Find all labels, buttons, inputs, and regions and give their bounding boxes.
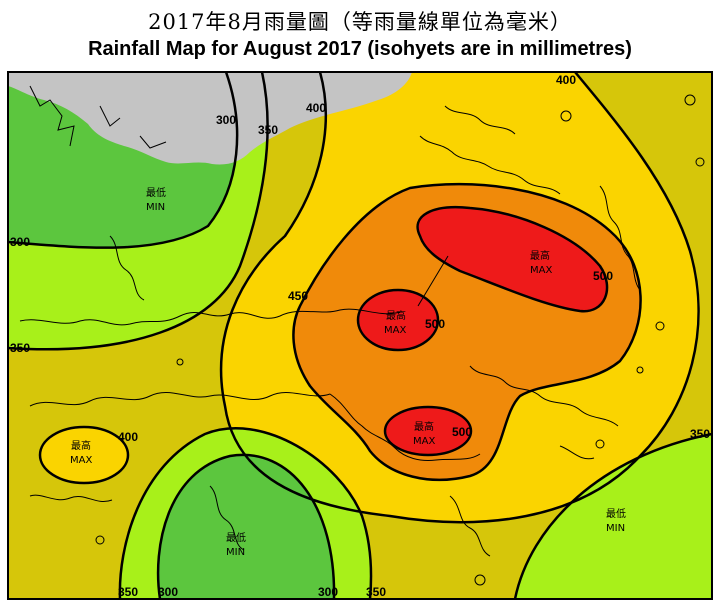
isohyet-lines	[8, 72, 712, 599]
zone-s-max-en: MAX	[413, 436, 435, 447]
band-gt-500-northeast	[417, 207, 608, 312]
zone-se-min-en: MIN	[606, 523, 625, 534]
label-bottom-300-a: 300	[158, 585, 178, 599]
zone-s-min-zh: 最低	[226, 531, 246, 544]
band-gt-500-central	[358, 290, 438, 350]
label-nw-350: 350	[258, 123, 278, 137]
label-s-500: 500	[452, 425, 472, 439]
label-ne-500: 500	[593, 269, 613, 283]
mainland-grey-area	[8, 72, 412, 165]
label-w-350: 350	[10, 341, 30, 355]
label-bottom-300-b: 300	[318, 585, 338, 599]
header: 2017年8月雨量圖（等雨量線單位為毫米） Rainfall Map for A…	[0, 0, 720, 66]
label-ne-400: 400	[556, 73, 576, 87]
zone-s-max-zh: 最高	[414, 420, 434, 433]
title-chinese: 2017年8月雨量圖（等雨量線單位為毫米）	[148, 10, 572, 34]
rainfall-map: 300 350 400 400 300 350 450 500 500 500 …	[7, 71, 713, 600]
label-nw-300: 300	[216, 113, 236, 127]
band-400-450-west	[40, 427, 128, 483]
label-c-450: 450	[288, 289, 308, 303]
zone-c-max-en: MAX	[384, 325, 406, 336]
title-english: Rainfall Map for August 2017 (isohyets a…	[88, 38, 632, 60]
isohyet-labels: 300 350 400 400 300 350 450 500 500 500 …	[10, 73, 710, 599]
label-n-400: 400	[306, 101, 326, 115]
label-w-300: 300	[10, 235, 30, 249]
zone-w-max-en: MAX	[70, 455, 92, 466]
map-frame	[7, 71, 713, 600]
zone-se-min-zh: 最低	[606, 507, 626, 520]
coast-inlets	[29, 85, 167, 149]
coastline	[19, 94, 705, 586]
max-connector-line	[417, 255, 449, 307]
label-bottom-350-b: 350	[366, 585, 386, 599]
zone-ne-max-zh: 最高	[530, 249, 550, 262]
label-e-350: 350	[690, 427, 710, 441]
zone-s-min-en: MIN	[226, 547, 245, 558]
label-bottom-350-a: 350	[118, 585, 138, 599]
label-c-500: 500	[425, 317, 445, 331]
band-gt-500-south	[385, 407, 471, 455]
band-300-350-southeast	[515, 434, 712, 599]
zone-nw-min-zh: 最低	[146, 186, 166, 199]
zone-c-max-zh: 最高	[386, 309, 406, 322]
zone-ne-max-en: MAX	[530, 265, 552, 276]
zone-nw-min-en: MIN	[146, 202, 165, 213]
zone-labels: 最低 MIN 最高 MAX 最高 MAX 最高 MAX 最高 MAX 最低 MI…	[70, 186, 626, 558]
zone-w-max-zh: 最高	[71, 439, 91, 452]
label-w-400: 400	[118, 430, 138, 444]
